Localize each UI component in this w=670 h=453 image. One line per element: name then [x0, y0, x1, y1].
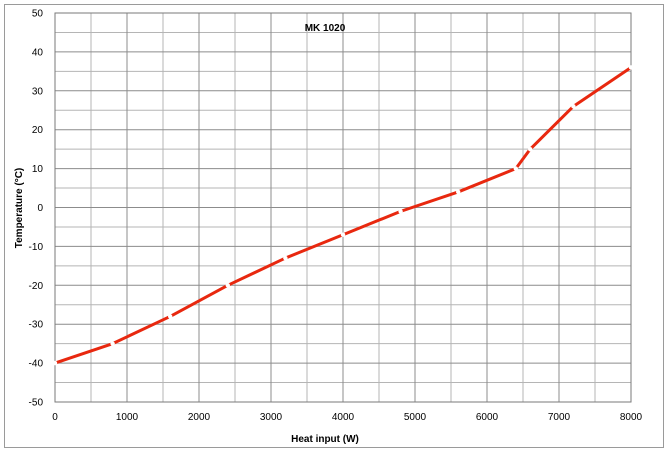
y-tick-label: -50 [29, 398, 44, 409]
data-point [110, 341, 115, 346]
y-tick-label: 20 [32, 125, 44, 136]
x-tick-label: 7000 [548, 412, 571, 423]
data-point [340, 232, 346, 237]
x-tick-label: 6000 [476, 412, 499, 423]
data-point [225, 283, 230, 288]
data-point [456, 189, 461, 195]
plot-area-border [54, 12, 632, 403]
y-tick-label: 40 [32, 47, 44, 58]
x-tick-label: 5000 [404, 412, 427, 423]
data-point [283, 255, 288, 261]
chart-title: MK 1020 [305, 23, 346, 34]
y-tick-label: 0 [37, 203, 43, 214]
data-point [398, 209, 403, 214]
y-tick-label: -10 [29, 242, 44, 253]
x-axis-title: Heat input (W) [291, 434, 359, 445]
data-point [513, 166, 518, 171]
data-point [628, 65, 634, 70]
y-tick-label: 30 [32, 86, 44, 97]
series [52, 65, 634, 366]
chart-frame [4, 4, 664, 448]
y-tick-label: -30 [29, 320, 44, 331]
y-axis-title: Temperature (°C) [14, 168, 25, 249]
data-point [528, 146, 533, 152]
y-tick-label: 50 [32, 9, 44, 20]
grid [54, 12, 632, 403]
series-line [53, 65, 633, 365]
x-tick-label: 0 [52, 412, 58, 423]
x-tick-label: 4000 [332, 412, 355, 423]
y-tick-label: -20 [29, 281, 44, 292]
x-tick-label: 1000 [116, 412, 139, 423]
x-tick-label: 3000 [260, 412, 283, 423]
tick-labels: 0 1000 2000 3000 4000 5000 6000 7000 8000 -50 -40 -… [29, 9, 643, 424]
data-point [571, 104, 576, 109]
data-point [168, 314, 173, 319]
data-point [52, 360, 58, 366]
y-tick-label: -40 [29, 359, 44, 370]
x-tick-label: 2000 [188, 412, 211, 423]
x-tick-label: 8000 [620, 412, 643, 423]
y-tick-label: 10 [32, 164, 44, 175]
